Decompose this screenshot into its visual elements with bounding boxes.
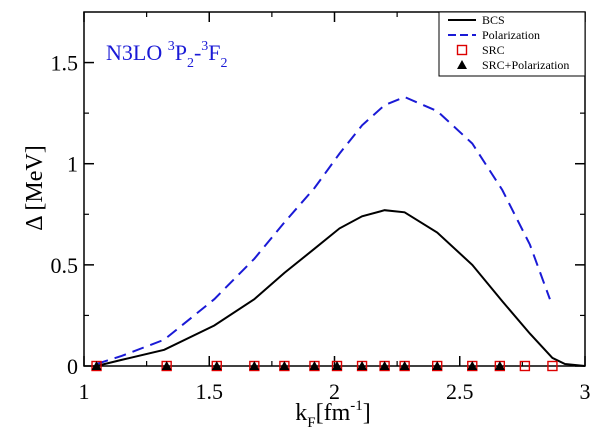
x-tick-label: 3 (580, 379, 591, 404)
series-line-bcs (97, 210, 586, 366)
x-axis-label: kF[fm-1] (295, 398, 371, 431)
y-axis-label: Δ [MeV] (22, 145, 48, 230)
legend-label-src: SRC (482, 43, 505, 57)
x-tick-label: 1.5 (196, 379, 224, 404)
legend-label-src-polarization: SRC+Polarization (482, 58, 569, 72)
annotation-label: N3LO 3P2-3F2 (106, 39, 228, 71)
series-layer (92, 97, 585, 371)
legend-label-bcs: BCS (482, 13, 505, 27)
legend-label-polarization: Polarization (482, 28, 540, 42)
series-line-polarization (97, 97, 550, 364)
y-tick-label: 1.5 (51, 51, 79, 76)
x-tick-label: 1 (79, 379, 90, 404)
y-tick-label: 0.5 (51, 253, 79, 278)
y-tick-label: 1 (67, 152, 78, 177)
x-tick-label: 2.5 (446, 379, 474, 404)
y-tick-label: 0 (67, 354, 78, 379)
